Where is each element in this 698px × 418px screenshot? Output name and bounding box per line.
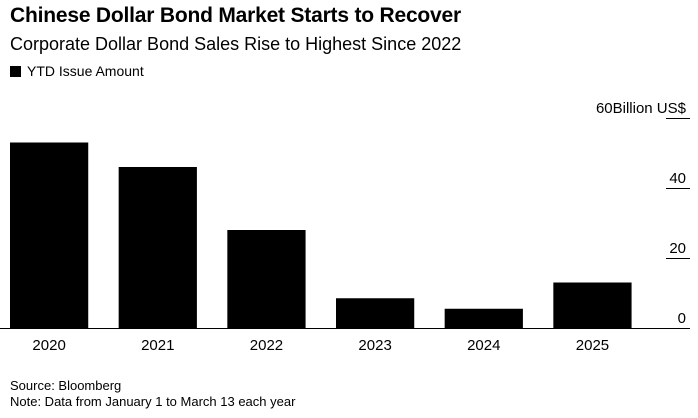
x-tick-label: 2025 xyxy=(576,337,609,354)
legend-swatch xyxy=(10,65,21,77)
legend-label: YTD Issue Amount xyxy=(27,63,144,79)
bar-2022 xyxy=(227,230,306,328)
note-text: Note: Data from January 1 to March 13 ea… xyxy=(10,394,296,409)
y-tick-label: 20 xyxy=(669,240,686,257)
chart-subtitle: Corporate Dollar Bond Sales Rise to High… xyxy=(10,34,462,54)
source-text: Source: Bloomberg xyxy=(10,378,122,393)
x-tick-label: 2023 xyxy=(358,337,391,354)
chart-title: Chinese Dollar Bond Market Starts to Rec… xyxy=(10,4,461,27)
bar-2020 xyxy=(10,142,89,328)
x-tick-label: 2021 xyxy=(141,337,174,354)
bar-chart: 2020 2021 2022 2023 2024 2025 0 20 40 60Billion U… xyxy=(0,100,690,354)
y-tick-label: 60Billion US$ xyxy=(596,100,687,117)
y-tick-label: 0 xyxy=(678,310,686,327)
bar-2021 xyxy=(118,167,197,328)
legend: YTD Issue Amount xyxy=(10,63,144,79)
bar-2023 xyxy=(336,298,415,328)
x-tick-label: 2022 xyxy=(250,337,283,354)
x-tick-label: 2024 xyxy=(467,337,500,354)
y-tick-label: 40 xyxy=(669,170,686,187)
bar-2025 xyxy=(553,282,632,328)
bar-2024 xyxy=(444,308,523,328)
source-note: Source: Bloomberg Note: Data from Januar… xyxy=(10,378,295,410)
x-tick-label: 2020 xyxy=(32,337,65,354)
